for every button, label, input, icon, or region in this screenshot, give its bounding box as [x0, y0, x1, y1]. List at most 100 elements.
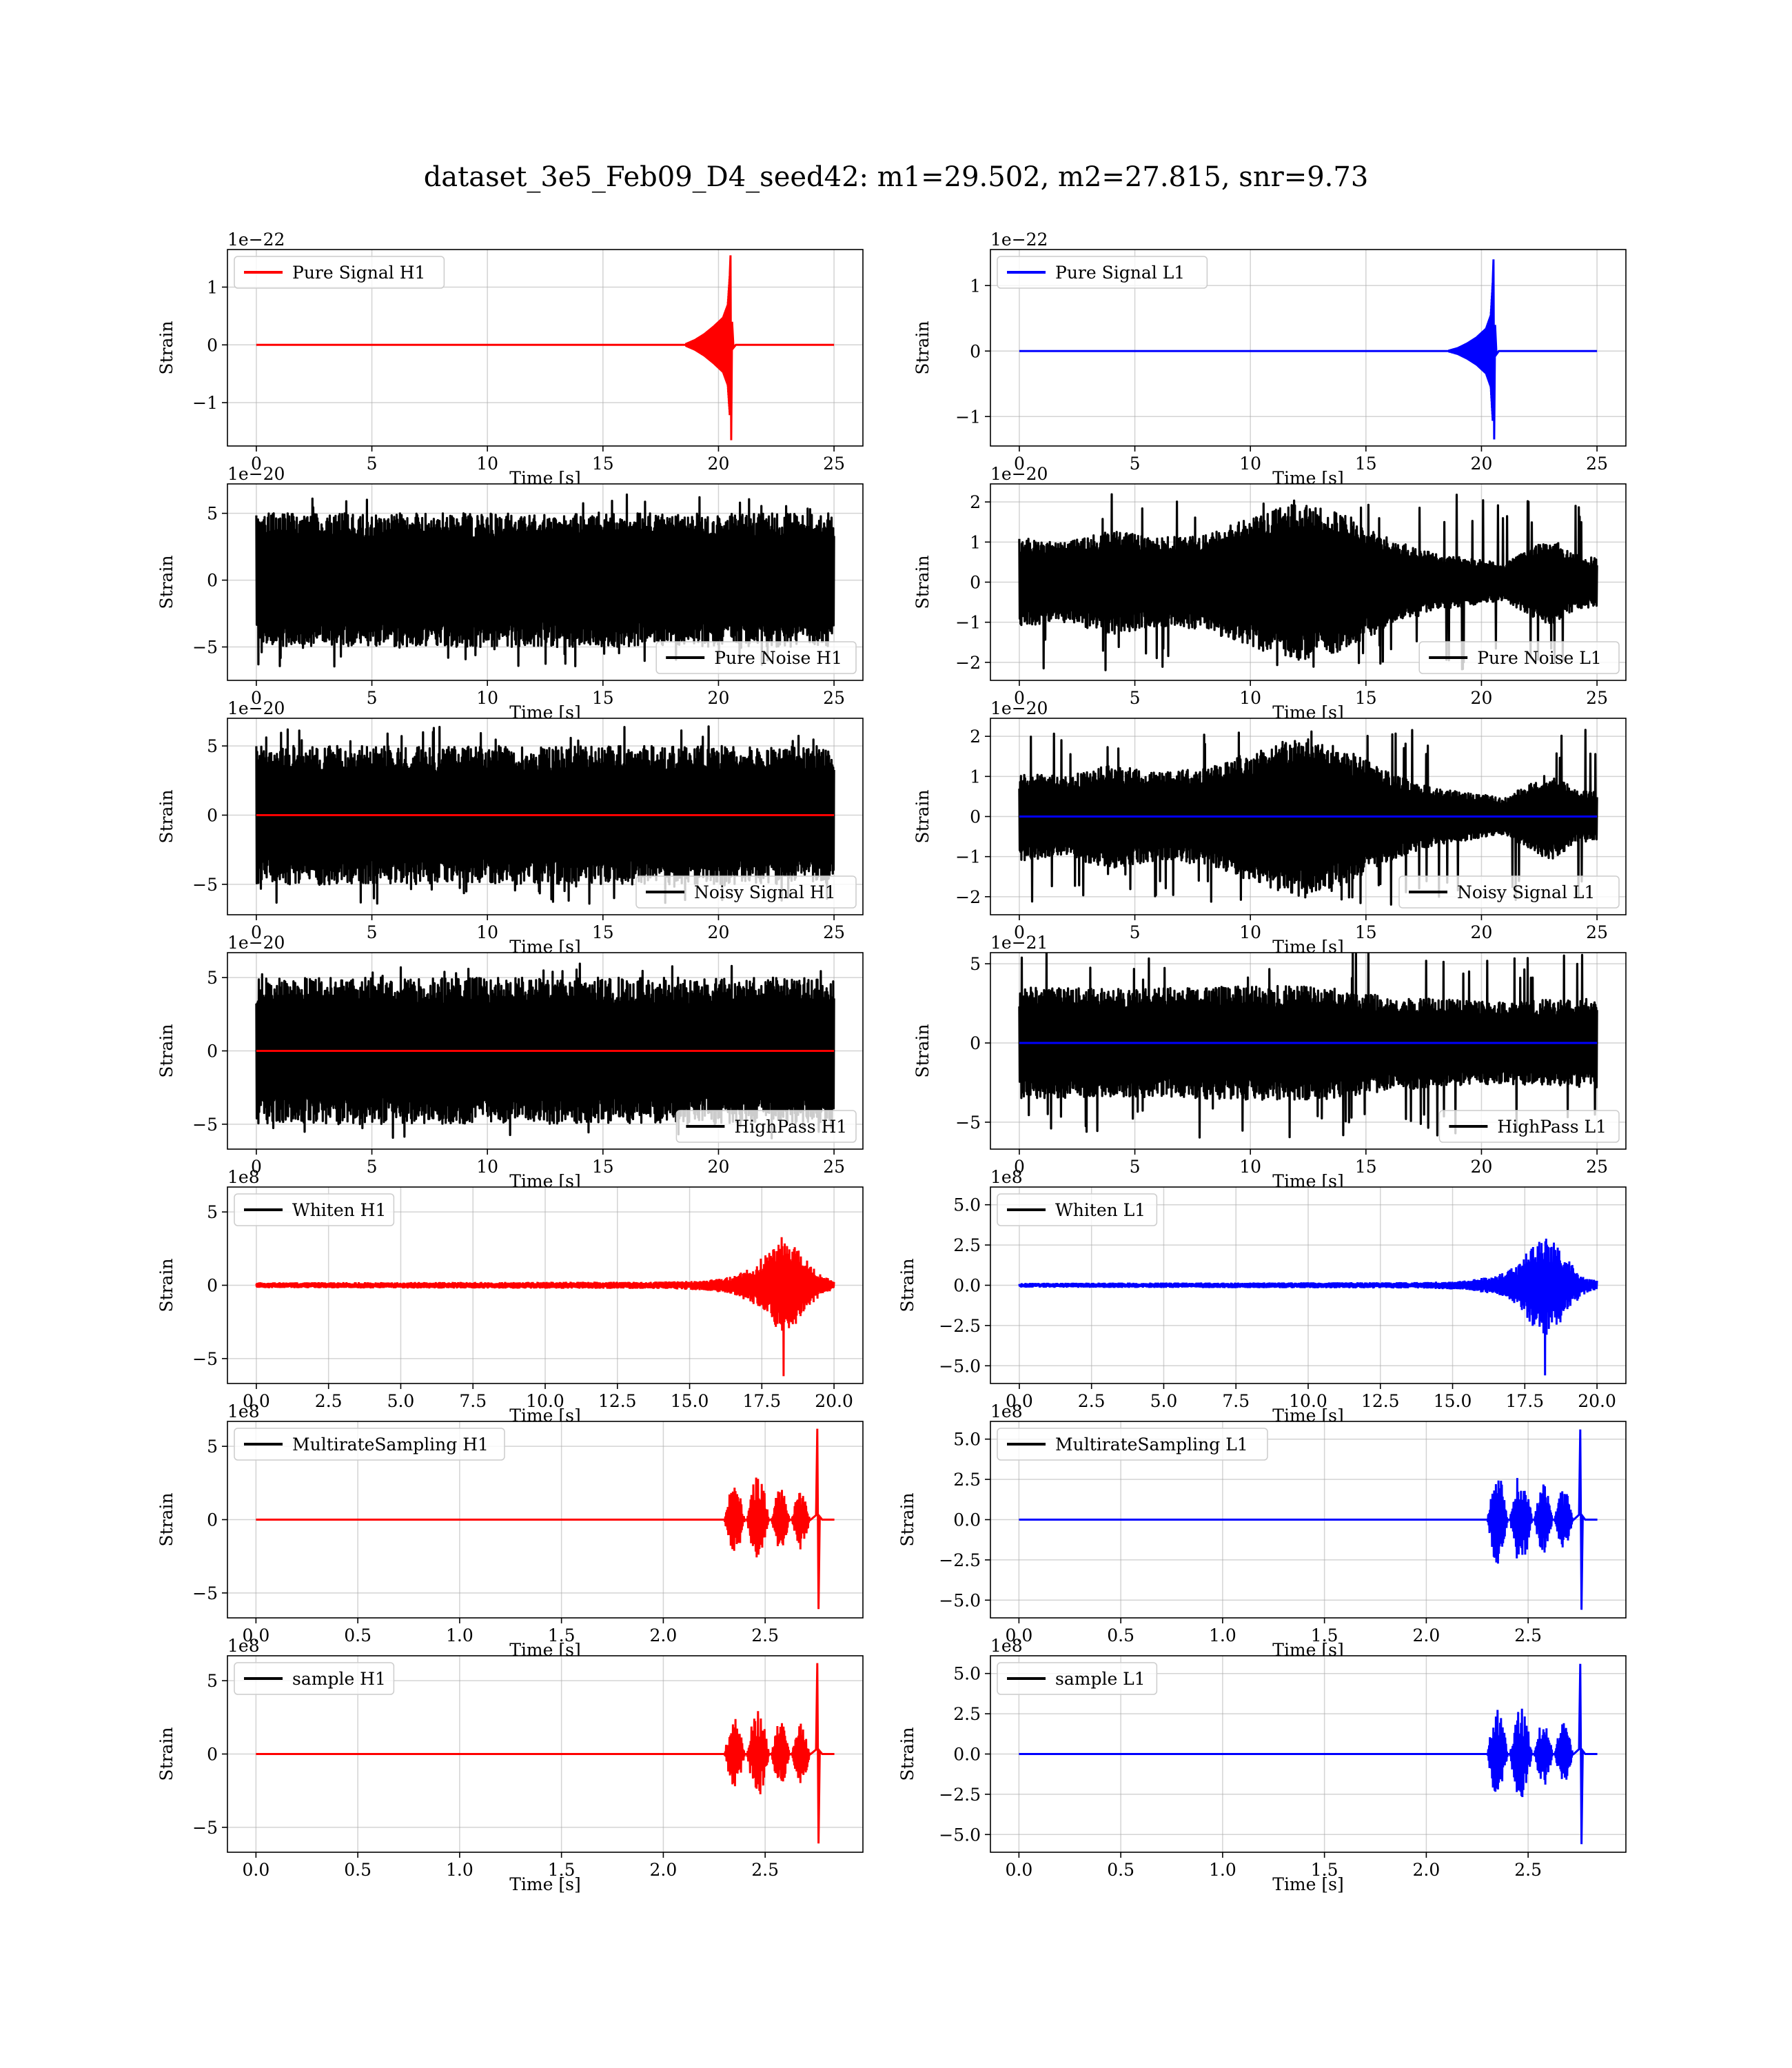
x-tick-label: 0.0 — [1006, 1391, 1033, 1411]
series-noisy-signal-l1-line — [1018, 729, 1598, 906]
x-tick-label: 15 — [592, 1157, 614, 1177]
x-tick-label: 5 — [367, 454, 378, 474]
y-axis-label: Strain — [897, 1727, 917, 1781]
x-tick-label: 15.0 — [671, 1391, 709, 1411]
subplot-h1-4: 0.0 2.5 5.0 7.5 10.0 12.5 15.0 17.5 20.0−5051e8T… — [156, 1167, 864, 1426]
legend-box — [1398, 875, 1620, 909]
x-tick-label: 25 — [823, 1157, 845, 1177]
x-tick-label: 0 — [251, 454, 262, 474]
legend-label: HighPass H1 — [734, 1117, 847, 1137]
y-tick-label: 0.0 — [953, 1510, 981, 1530]
x-tick-label: 10 — [1239, 1157, 1261, 1177]
y-tick-label: 5 — [207, 736, 218, 756]
x-tick-label: 12.5 — [1361, 1391, 1400, 1411]
x-tick-label: 5 — [367, 1157, 378, 1177]
y-tick-label: 5 — [207, 1671, 218, 1691]
x-tick-label: 20.0 — [1578, 1391, 1616, 1411]
plot-frame — [227, 718, 864, 915]
x-tick-label: 15 — [1355, 454, 1377, 474]
subplot-l1-5: 0.0 0.5 1.0 1.5 2.0 2.5−5.0−2.50.02.55.01e8Ti… — [897, 1401, 1627, 1660]
legend: Pure Noise L1 — [1418, 641, 1620, 674]
plot-frame — [990, 1186, 1627, 1384]
legend-box — [234, 1662, 395, 1695]
legend: MultirateSampling L1 — [997, 1428, 1268, 1461]
series-group — [1018, 1238, 1598, 1376]
x-tick-label: 0 — [251, 688, 262, 708]
y-axis-label: Strain — [913, 321, 933, 374]
y-tick-label: −5 — [192, 875, 218, 895]
series-highpass-h1-line — [255, 962, 835, 1139]
y-axis-label: Strain — [897, 1258, 917, 1312]
y-axis-label: Strain — [156, 1258, 176, 1312]
x-tick-label: 2.5 — [751, 1625, 779, 1645]
x-tick-label: 10 — [1239, 922, 1261, 942]
y-axis-label: Strain — [156, 1024, 176, 1077]
y-tick-label: 0 — [970, 341, 981, 361]
axis-offset-text: 1e8 — [227, 1636, 260, 1656]
y-tick-label: 5.0 — [953, 1430, 981, 1450]
x-tick-label: 20 — [708, 1157, 730, 1177]
x-tick-label: 10 — [1239, 688, 1261, 708]
x-tick-label: 25 — [1586, 922, 1608, 942]
axis-offset-text: 1e−20 — [990, 464, 1048, 484]
series-group — [256, 1428, 835, 1610]
y-tick-label: 0 — [207, 1276, 218, 1296]
y-tick-label: 1 — [970, 767, 981, 787]
y-tick-label: −2 — [955, 653, 981, 673]
x-tick-label: 10 — [476, 1157, 498, 1177]
legend: Whiten L1 — [997, 1193, 1158, 1226]
y-axis-label: Strain — [156, 1492, 176, 1546]
y-tick-label: 5 — [207, 968, 218, 988]
legend-box — [655, 641, 857, 674]
x-tick-label: 7.5 — [1222, 1391, 1250, 1411]
subplot-h1-6: 0.0 0.5 1.0 1.5 2.0 2.5 −5 0 5 1e8 Time [s] Strain s… — [156, 1636, 864, 1894]
legend: sample H1 — [234, 1662, 395, 1695]
series-group — [1018, 729, 1598, 906]
x-tick-label: 20 — [1471, 454, 1493, 474]
series-sample-h1-line — [256, 1663, 835, 1844]
x-tick-label: 1.5 — [548, 1860, 576, 1880]
x-tick-label: 25 — [823, 922, 845, 942]
series-highpass-l1-line — [1018, 953, 1598, 1139]
legend-box — [234, 1193, 395, 1226]
y-tick-label: 1 — [207, 277, 218, 297]
legend-label: MultirateSampling L1 — [1055, 1435, 1248, 1454]
y-tick-label: 0.0 — [953, 1276, 981, 1296]
series-noisy-signal-h1-line — [255, 725, 835, 905]
x-tick-label: 0 — [1014, 688, 1025, 708]
x-tick-label: 2.5 — [1514, 1860, 1542, 1880]
y-axis-label: Strain — [913, 789, 933, 843]
series-group — [256, 1663, 835, 1844]
axis-offset-text: 1e−20 — [227, 698, 285, 718]
x-tick-label: 1.5 — [1311, 1625, 1338, 1645]
series-group — [256, 255, 835, 440]
series-pure-signal-l1-line — [1019, 259, 1598, 440]
x-axis-label: Time [s] — [1272, 1874, 1343, 1894]
x-tick-label: 2.5 — [1078, 1391, 1106, 1411]
y-tick-label: −5 — [192, 1583, 218, 1603]
y-tick-label: 0 — [970, 1033, 981, 1053]
y-tick-label: 0 — [207, 571, 218, 591]
x-tick-label: 15 — [592, 454, 614, 474]
x-tick-label: 10.0 — [526, 1391, 564, 1411]
x-tick-label: 10 — [476, 922, 498, 942]
plot-frame — [990, 718, 1627, 915]
y-tick-label: 0.0 — [953, 1745, 981, 1765]
legend-label: Pure Signal L1 — [1055, 263, 1185, 283]
legend: Pure Signal H1 — [234, 256, 445, 289]
y-tick-label: 2.5 — [953, 1470, 981, 1490]
plot-frame — [990, 483, 1627, 681]
x-tick-label: 0.0 — [1005, 1860, 1032, 1880]
x-tick-label: 20 — [1471, 1157, 1493, 1177]
y-tick-label: −5 — [955, 1113, 981, 1133]
plot-frame — [227, 952, 864, 1150]
x-tick-label: 0.5 — [1107, 1860, 1134, 1880]
y-tick-label: 5 — [207, 504, 218, 524]
x-tick-label: 1.0 — [446, 1860, 474, 1880]
x-tick-label: 2.5 — [315, 1391, 343, 1411]
legend: MultirateSampling H1 — [234, 1428, 505, 1461]
plot-frame — [227, 1186, 864, 1384]
series-group — [1019, 1429, 1598, 1610]
